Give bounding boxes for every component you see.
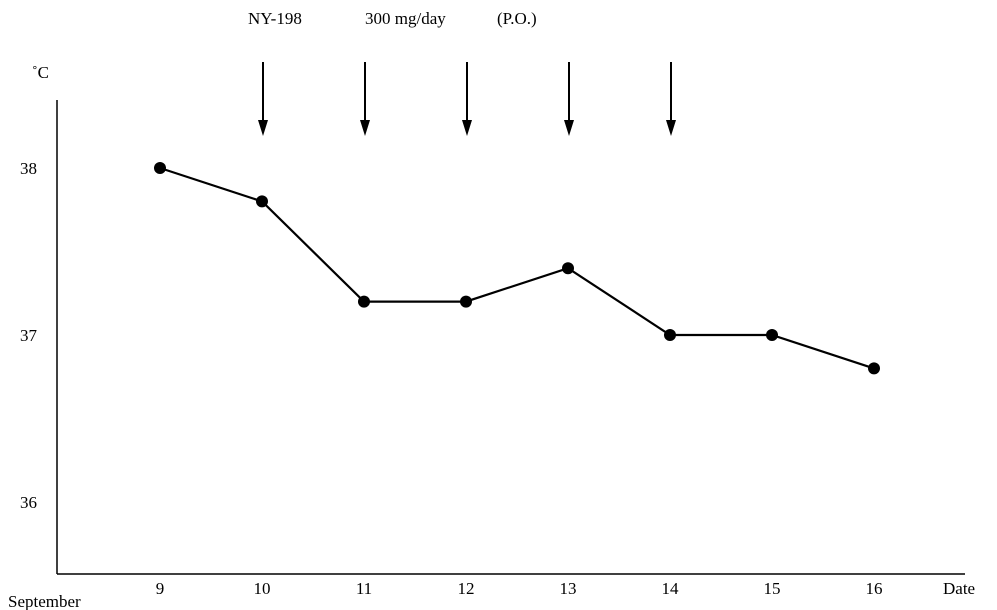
x-tick-label: 10 xyxy=(254,579,271,598)
y-tick-label: 36 xyxy=(20,493,37,512)
chart-header: NY-198 300 mg/day (P.O.) xyxy=(248,9,537,28)
dose-arrows xyxy=(258,62,676,136)
data-point xyxy=(868,362,880,375)
drug-name-label: NY-198 xyxy=(248,9,302,28)
x-tick-label: 12 xyxy=(458,579,475,598)
x-tick-label: 13 xyxy=(560,579,577,598)
data-point xyxy=(460,295,472,308)
x-tick-label: 15 xyxy=(764,579,781,598)
route-label: (P.O.) xyxy=(497,9,537,28)
series-line xyxy=(159,166,875,370)
data-point xyxy=(562,262,574,275)
month-label: September xyxy=(8,592,81,610)
dose-arrow xyxy=(666,62,676,136)
x-tick-label: 11 xyxy=(356,579,372,598)
dose-arrow xyxy=(564,62,574,136)
x-tick-label: 14 xyxy=(662,579,680,598)
y-tick-label: 38 xyxy=(20,159,37,178)
data-point xyxy=(358,295,370,308)
temperature-points xyxy=(154,162,880,375)
y-tick-labels: 36 37 38 xyxy=(20,159,38,512)
dose-arrow xyxy=(258,62,268,136)
y-unit-label: ˚C xyxy=(32,63,49,82)
x-axis-label: Date xyxy=(943,579,975,598)
x-tick-label: 9 xyxy=(156,579,165,598)
x-tick-label: 16 xyxy=(866,579,883,598)
y-tick-label: 37 xyxy=(20,326,38,345)
dose-label: 300 mg/day xyxy=(365,9,446,28)
data-point xyxy=(154,162,166,174)
temperature-series xyxy=(159,166,875,370)
data-point xyxy=(256,195,268,208)
data-point xyxy=(766,329,778,341)
dose-arrow xyxy=(462,62,472,136)
data-point xyxy=(664,329,676,341)
dose-arrow xyxy=(360,62,370,136)
x-tick-labels: 9 10 11 12 13 14 15 16 xyxy=(156,579,883,598)
